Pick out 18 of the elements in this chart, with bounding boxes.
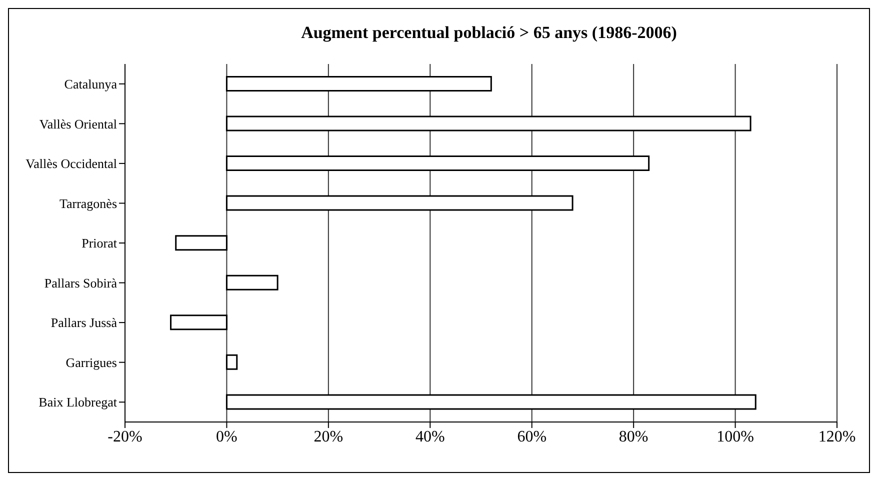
- x-tick-label: 100%: [716, 428, 754, 446]
- y-tick-label: Tarragonès: [59, 196, 117, 211]
- x-tick-label: 60%: [517, 428, 547, 446]
- x-tick-label: 120%: [818, 428, 856, 446]
- chart-title: Augment percentual població > 65 anys (1986-2006): [300, 23, 678, 43]
- x-tick-label: 40%: [415, 428, 445, 446]
- y-tick-label: Vallès Occidental: [26, 156, 118, 172]
- x-tick-label: -20%: [108, 428, 142, 446]
- x-tick-label: 0%: [216, 428, 238, 446]
- y-tick-label: Pallars Jussà: [50, 315, 118, 330]
- y-tick-label: Garrigues: [66, 354, 117, 370]
- y-tick-label: Vallès Oriental: [39, 116, 118, 132]
- y-tick-label: Pallars Sobirà: [44, 275, 118, 290]
- x-tick-label: 80%: [618, 428, 648, 446]
- y-tick-label: Baix Llobregat: [38, 394, 118, 410]
- x-tick-label: 20%: [314, 428, 344, 446]
- y-tick-label: Catalunya: [64, 76, 118, 92]
- y-tick-label: Priorat: [82, 236, 118, 251]
